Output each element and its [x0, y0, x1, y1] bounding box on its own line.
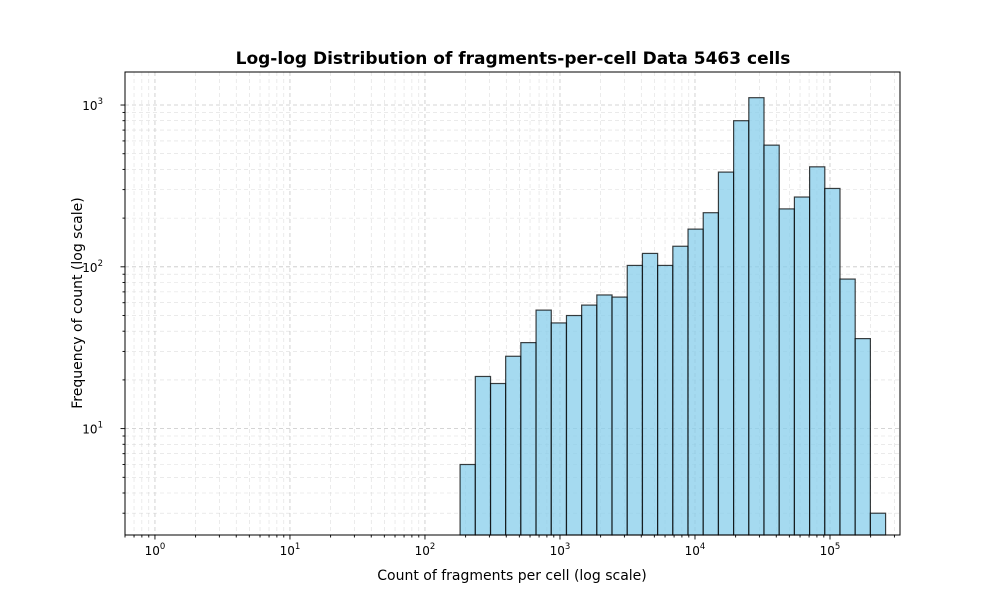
x-tick-label: 103	[550, 542, 571, 558]
x-tick-label: 105	[820, 542, 841, 558]
histogram-bar	[717, 171, 735, 536]
x-tick-label: 102	[415, 542, 436, 558]
histogram-bar	[854, 338, 871, 536]
histogram-bar	[474, 375, 492, 536]
histogram-bar	[459, 463, 476, 536]
x-tick-label: 101	[280, 542, 301, 558]
histogram-bar	[626, 264, 644, 536]
x-axis-label: Count of fragments per cell (log scale)	[377, 568, 647, 584]
chart-title: Log-log Distribution of fragments-per-ce…	[236, 49, 791, 69]
histogram-bar	[793, 196, 811, 536]
plot-frame	[124, 71, 901, 536]
histogram-bar	[763, 144, 780, 536]
histogram-bar	[733, 120, 750, 536]
x-axis-ticks: 100 101 102 103 104 105	[124, 535, 895, 558]
y-tick-label: 103	[82, 97, 103, 113]
histogram-bar	[702, 212, 720, 536]
x-tick-label: 104	[685, 542, 706, 558]
histogram-bar	[748, 97, 765, 536]
histogram-bar	[869, 512, 887, 536]
histogram-bar	[657, 264, 674, 536]
histogram-bar	[641, 252, 659, 536]
histogram-bars	[459, 97, 887, 536]
histogram-bar	[505, 355, 522, 536]
histogram-bar	[672, 245, 689, 536]
histogram-bar	[565, 314, 583, 536]
histogram-bar	[596, 294, 613, 536]
y-tick-label: 101	[82, 421, 103, 437]
histogram-bar	[809, 166, 826, 536]
y-axis-label: Frequency of count (log scale)	[70, 197, 86, 408]
histogram-bar	[520, 342, 537, 536]
histogram-bar	[824, 187, 841, 536]
y-axis-ticks: 101 102 103	[82, 97, 125, 514]
histogram-bar	[550, 322, 568, 536]
histogram-bar	[581, 304, 598, 536]
histogram-bar	[839, 278, 856, 536]
histogram-bar	[687, 228, 704, 536]
y-tick-label: 102	[82, 259, 103, 275]
histogram-bar	[535, 309, 552, 536]
histogram-bar	[611, 296, 628, 536]
x-tick-label: 100	[145, 542, 166, 558]
histogram-bar	[489, 382, 507, 536]
histogram-bar	[778, 208, 796, 536]
